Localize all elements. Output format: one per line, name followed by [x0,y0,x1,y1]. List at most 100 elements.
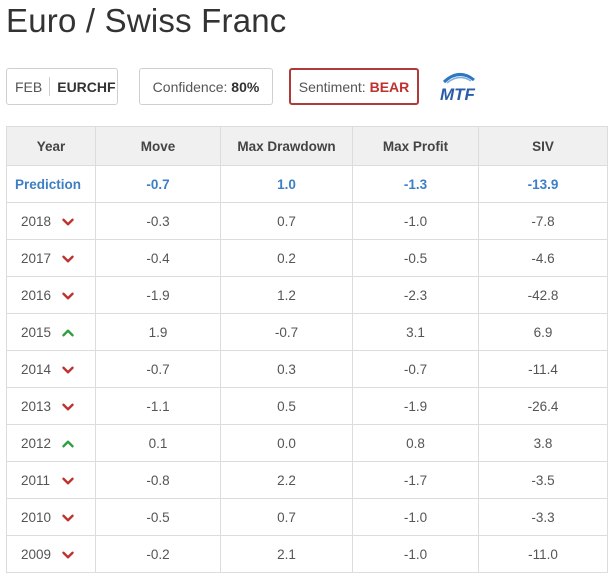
table-row: 2014 -0.7 0.3 -0.7 -11.4 [6,350,608,388]
move-cell: -0.2 [95,535,221,573]
table-row: 2017 -0.4 0.2 -0.5 -4.6 [6,239,608,277]
year-label: 2012 [21,435,52,451]
year-cell: 2014 [6,350,96,388]
chevron-down-icon [62,514,74,522]
max-drawdown-cell: 1.2 [220,276,353,314]
year-cell: 2013 [6,387,96,425]
sentiment-label: Sentiment: [298,78,366,95]
prediction-label: Prediction [6,165,96,203]
move-cell: -0.4 [95,239,221,277]
prediction-move: -0.7 [95,165,221,203]
max-profit-cell: -1.9 [352,387,479,425]
siv-cell: -11.4 [478,350,608,388]
confidence-label: Confidence: [152,78,228,95]
table-row: 2012 0.1 0.0 0.8 3.8 [6,424,608,462]
history-table: Year Move Max Drawdown Max Profit SIV Pr… [6,126,608,573]
max-drawdown-cell: 2.2 [220,461,353,499]
header-move: Move [95,126,221,166]
year-cell: 2015 [6,313,96,351]
max-drawdown-cell: -0.7 [220,313,353,351]
prediction-max-drawdown: 1.0 [220,165,353,203]
siv-cell: 6.9 [478,313,608,351]
move-cell: 1.9 [95,313,221,351]
year-label: 2011 [21,472,51,488]
sentiment-value: BEAR [369,78,410,95]
table-row: 2013 -1.1 0.5 -1.9 -26.4 [6,387,608,425]
header-max-profit: Max Profit [352,126,479,166]
chevron-down-icon [62,477,74,485]
max-profit-cell: -1.0 [352,535,479,573]
year-cell: 2009 [6,535,96,573]
summary-chips: FEB EURCHF Confidence: 80% Sentiment: BE… [6,68,606,105]
max-profit-cell: -2.3 [352,276,479,314]
table-row: 2016 -1.9 1.2 -2.3 -42.8 [6,276,608,314]
year-label: 2017 [21,250,52,266]
max-profit-cell: -1.0 [352,202,479,240]
prediction-max-profit: -1.3 [352,165,479,203]
siv-cell: -3.3 [478,498,608,536]
year-label: 2015 [21,324,52,340]
table-row: 2010 -0.5 0.7 -1.0 -3.3 [6,498,608,536]
chevron-down-icon [62,292,74,300]
max-drawdown-cell: 0.5 [220,387,353,425]
max-drawdown-cell: 0.0 [220,424,353,462]
max-drawdown-cell: 2.1 [220,535,353,573]
max-profit-cell: -0.5 [352,239,479,277]
year-label: 2013 [21,398,52,414]
year-label: 2014 [21,361,52,377]
header-siv: SIV [478,126,608,166]
chevron-up-icon [62,440,74,448]
chevron-down-icon [62,551,74,559]
move-cell: -0.3 [95,202,221,240]
year-label: 2018 [21,213,52,229]
month-label: FEB [15,78,43,95]
move-cell: -0.7 [95,350,221,388]
year-cell: 2017 [6,239,96,277]
chevron-down-icon [62,255,74,263]
table-row: 2009 -0.2 2.1 -1.0 -11.0 [6,535,608,573]
siv-cell: -4.6 [478,239,608,277]
confidence-chip: Confidence: 80% [139,68,273,105]
max-drawdown-cell: 0.2 [220,239,353,277]
page-title: Euro / Swiss Franc [6,2,287,39]
move-cell: -1.9 [95,276,221,314]
year-cell: 2010 [6,498,96,536]
move-cell: 0.1 [95,424,221,462]
prediction-siv: -13.9 [478,165,608,203]
symbol-chip: FEB EURCHF [6,68,118,105]
mtf-logo-icon[interactable]: MTF [438,70,480,104]
confidence-value: 80% [231,78,260,95]
max-profit-cell: -0.7 [352,350,479,388]
siv-cell: -42.8 [478,276,608,314]
chevron-down-icon [62,218,74,226]
year-cell: 2012 [6,424,96,462]
year-cell: 2011 [6,461,96,499]
move-cell: -0.8 [95,461,221,499]
sentiment-chip: Sentiment: BEAR [289,68,419,105]
max-drawdown-cell: 0.7 [220,498,353,536]
header-year: Year [6,126,96,166]
max-profit-cell: 3.1 [352,313,479,351]
logo-text: MTF [440,85,476,104]
prediction-row: Prediction -0.7 1.0 -1.3 -13.9 [6,165,608,203]
siv-cell: 3.8 [478,424,608,462]
chevron-down-icon [62,366,74,374]
siv-cell: -26.4 [478,387,608,425]
table-row: 2018 -0.3 0.7 -1.0 -7.8 [6,202,608,240]
table-header-row: Year Move Max Drawdown Max Profit SIV [6,126,608,166]
move-cell: -0.5 [95,498,221,536]
year-cell: 2016 [6,276,96,314]
max-drawdown-cell: 0.3 [220,350,353,388]
header-max-drawdown: Max Drawdown [220,126,353,166]
max-drawdown-cell: 0.7 [220,202,353,240]
year-label: 2010 [21,509,52,525]
siv-cell: -7.8 [478,202,608,240]
max-profit-cell: -1.0 [352,498,479,536]
table-row: 2015 1.9 -0.7 3.1 6.9 [6,313,608,351]
move-cell: -1.1 [95,387,221,425]
chevron-down-icon [62,403,74,411]
siv-cell: -11.0 [478,535,608,573]
year-label: 2009 [21,546,52,562]
max-profit-cell: -1.7 [352,461,479,499]
year-cell: 2018 [6,202,96,240]
